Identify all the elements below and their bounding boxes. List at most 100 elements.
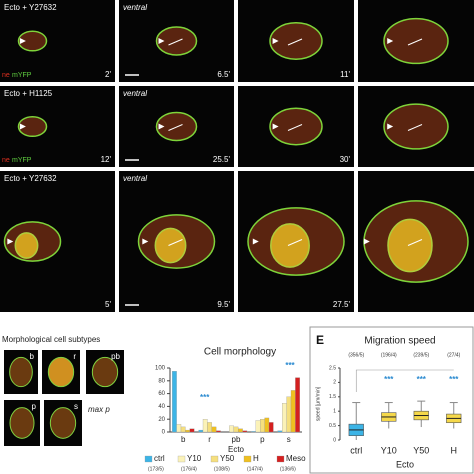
- arrowhead: [252, 238, 259, 245]
- bar: [198, 429, 204, 433]
- y-tick-label: 100: [155, 366, 166, 372]
- legend-label: Y50: [220, 454, 235, 463]
- panel-border: [309, 326, 474, 474]
- y-tick-label: 80: [158, 378, 165, 384]
- count-label: (108/5): [214, 466, 230, 472]
- x-tick-label: p: [260, 435, 265, 444]
- subtype-label: b: [30, 352, 35, 361]
- count-label: (173/5): [148, 466, 164, 472]
- view-label: ventral: [123, 89, 147, 98]
- y-axis-label: speed [µm/min]: [315, 386, 321, 421]
- subtype-label: p: [32, 402, 37, 411]
- arrow: [407, 38, 423, 46]
- arrow: [287, 239, 303, 246]
- x-axis-label: Ecto: [396, 459, 414, 469]
- thumbnail-cell: [9, 407, 35, 439]
- bar: [255, 420, 261, 433]
- time-label: 25.5': [213, 155, 231, 164]
- count-label: (176/4): [181, 466, 197, 472]
- subtype-note: max p: [88, 405, 110, 414]
- count-label: (356/5): [348, 352, 364, 358]
- legend-label: ctrl: [154, 454, 165, 463]
- legend-swatch: [276, 455, 285, 463]
- arrowhead: [142, 238, 149, 245]
- arrowhead: [272, 38, 279, 44]
- cell-core: [14, 232, 39, 259]
- condition-label: Ecto + H1125: [4, 89, 53, 98]
- significance: ***: [200, 393, 210, 402]
- chart-title: Cell morphology: [204, 347, 276, 358]
- x-tick-label: b: [181, 435, 186, 444]
- arrowhead: [387, 38, 394, 44]
- cell-core: [154, 227, 187, 264]
- bar: [189, 428, 195, 433]
- cell: [269, 22, 323, 60]
- subtype-label: s: [74, 402, 78, 411]
- arrow: [287, 124, 303, 131]
- legend-label: Meso: [286, 454, 306, 463]
- significance: ***: [384, 375, 394, 384]
- subtype-label: pb: [111, 352, 120, 361]
- cell: [383, 103, 449, 150]
- cell: [17, 115, 48, 138]
- thumbnail-cell: [9, 356, 33, 388]
- arrow: [407, 239, 423, 246]
- cell: [269, 107, 323, 146]
- arrow: [287, 38, 303, 46]
- thumbnail-cell: [49, 407, 77, 439]
- bar: [264, 417, 270, 433]
- legend-swatch: [243, 455, 252, 463]
- count-label: (239/5): [413, 352, 429, 358]
- x-tick-label: s: [287, 435, 291, 444]
- bar: [238, 428, 243, 433]
- bar: [202, 419, 208, 433]
- time-label: 12': [101, 155, 112, 164]
- cell: [155, 111, 198, 142]
- significance: ***: [285, 361, 295, 370]
- time-label: 2': [105, 70, 111, 79]
- bar: [211, 426, 217, 433]
- arrow: [168, 38, 183, 46]
- arrowhead: [158, 38, 165, 44]
- time-label: 6.5': [217, 70, 230, 79]
- legend-swatch: [177, 455, 186, 463]
- x-tick-label: ctrl: [350, 445, 362, 455]
- x-tick-label: Y10: [381, 445, 397, 455]
- bar: [277, 430, 283, 433]
- channel-label: mYFP: [12, 72, 32, 79]
- bar: [260, 419, 265, 433]
- channel-label: ne: [2, 72, 10, 79]
- time-label: 5': [105, 300, 111, 309]
- arrow: [407, 124, 423, 131]
- y-tick-label: 0: [333, 437, 336, 443]
- comparison-bracket: [355, 369, 454, 392]
- arrowhead: [19, 123, 26, 130]
- bar: [282, 403, 287, 433]
- y-tick-label: 1: [333, 409, 336, 415]
- legend-swatch: [210, 455, 219, 463]
- bar: [290, 390, 296, 433]
- channel-label: mYFP: [12, 157, 32, 164]
- y-tick-label: 0.5: [329, 423, 336, 429]
- micrograph: [0, 0, 115, 82]
- x-tick-label: Y50: [413, 445, 429, 455]
- y-tick-label: 20: [158, 417, 165, 423]
- condition-label: Ecto + Y27632: [4, 3, 57, 12]
- arrowhead: [7, 238, 14, 245]
- arrowhead: [363, 238, 370, 245]
- y-tick-label: 2.5: [329, 365, 336, 371]
- cell-core: [270, 223, 310, 268]
- time-label: 11': [340, 70, 350, 79]
- subtypes-title: Morphological cell subtypes: [2, 335, 100, 344]
- bar: [207, 422, 212, 433]
- legend-label: H: [253, 454, 259, 463]
- y-tick-label: 1.5: [329, 394, 336, 400]
- bar: [180, 426, 186, 433]
- bar: [251, 431, 256, 433]
- cell: [155, 26, 198, 56]
- x-tick-label: pb: [232, 435, 241, 444]
- arrowhead: [272, 123, 279, 130]
- y-tick-label: 60: [158, 391, 165, 397]
- thumbnail-cell: [91, 356, 119, 388]
- y-tick-label: 40: [158, 404, 165, 410]
